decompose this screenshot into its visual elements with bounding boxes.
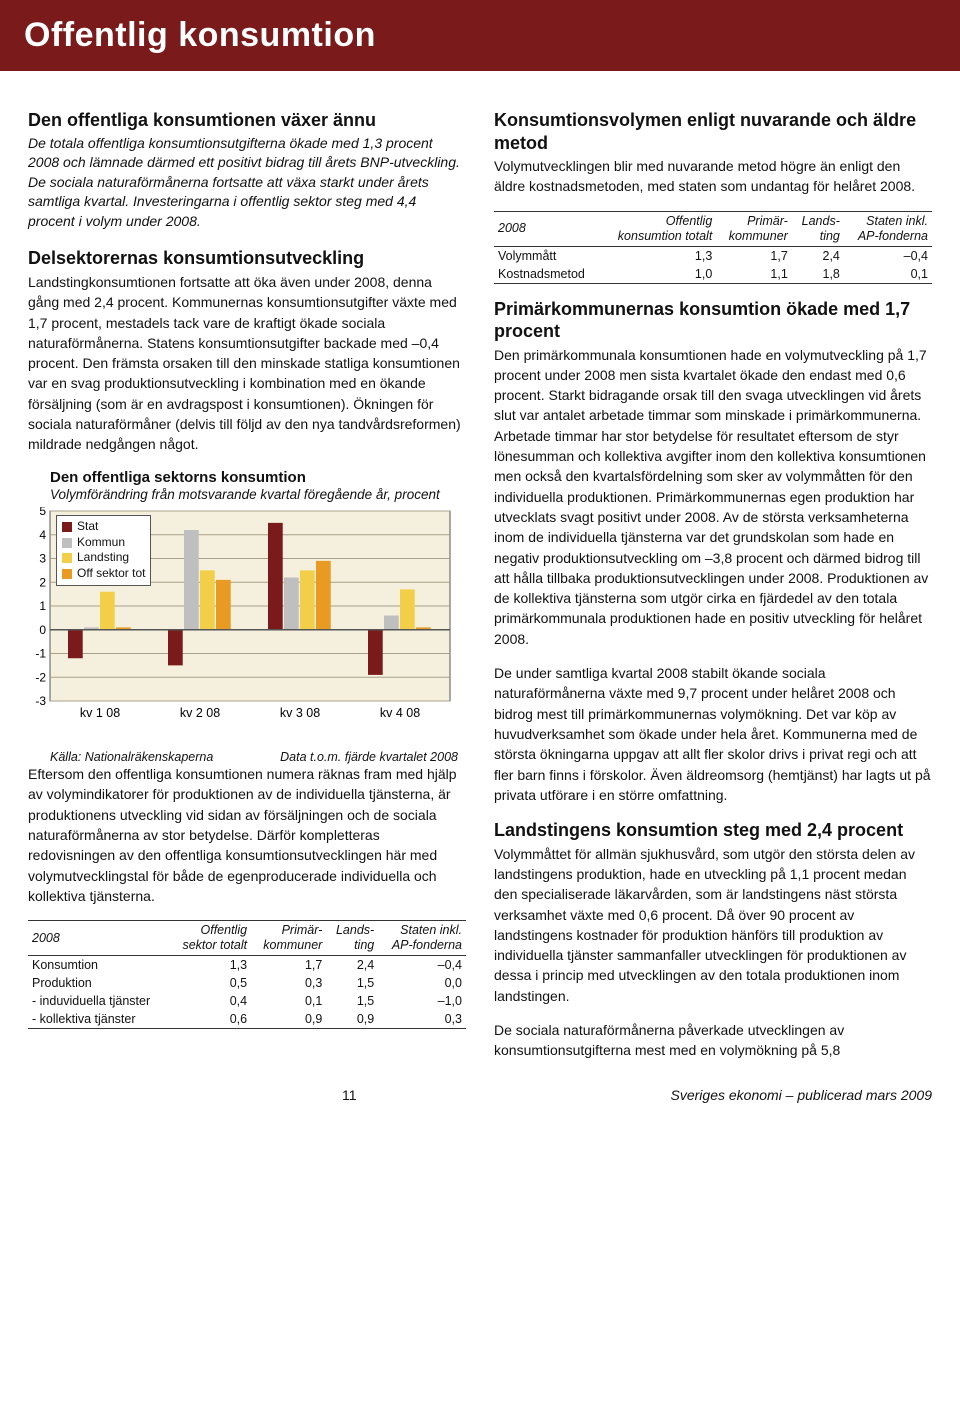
legend-item: Off sektor tot <box>62 566 145 582</box>
heading-intro: Den offentliga konsumtionen växer ännu <box>28 109 466 132</box>
chart-source-left: Källa: Nationalräkenskaperna <box>50 750 213 764</box>
left-column: Den offentliga konsumtionen växer ännu D… <box>28 99 466 1075</box>
paragraph-landsting-1: Volymmåttet för allmän sjukhusvård, som … <box>494 844 932 1006</box>
heading-konsvol: Konsumtionsvolymen enligt nuvarande och … <box>494 109 932 154</box>
legend-label: Landsting <box>77 550 129 566</box>
legend-item: Landsting <box>62 550 145 566</box>
chart-legend: StatKommunLandstingOff sektor tot <box>56 515 151 585</box>
svg-text:4: 4 <box>39 528 46 542</box>
page-columns: Den offentliga konsumtionen växer ännu D… <box>0 71 960 1085</box>
heading-delsektorerna: Delsektorernas konsumtionsutveckling <box>28 247 466 270</box>
svg-text:5: 5 <box>39 507 46 518</box>
chart-footer: Källa: Nationalräkenskaperna Data t.o.m.… <box>28 748 466 764</box>
legend-label: Stat <box>77 519 98 535</box>
svg-text:-1: -1 <box>35 647 46 661</box>
paragraph-primar-2: De under samtliga kvartal 2008 stabilt ö… <box>494 663 932 805</box>
svg-text:1: 1 <box>39 599 46 613</box>
svg-text:3: 3 <box>39 552 46 566</box>
table-method: 2008Offentligkonsumtion totaltPrimär-kom… <box>494 211 932 284</box>
legend-item: Stat <box>62 519 145 535</box>
heading-primar: Primärkommunernas konsumtion ökade med 1… <box>494 298 932 343</box>
svg-text:kv 3 08: kv 3 08 <box>280 706 320 720</box>
legend-swatch <box>62 538 72 548</box>
svg-text:-3: -3 <box>35 694 46 708</box>
chart-title: Den offentliga sektorns konsumtion <box>50 469 466 486</box>
heading-landsting: Landstingens konsumtion steg med 2,4 pro… <box>494 819 932 842</box>
svg-text:kv 1 08: kv 1 08 <box>80 706 120 720</box>
publication-info: Sveriges ekonomi – publicerad mars 2009 <box>671 1087 932 1103</box>
paragraph-delsektorerna: Landstingkonsumtionen fortsatte att öka … <box>28 272 466 455</box>
svg-text:-2: -2 <box>35 670 46 684</box>
legend-swatch <box>62 553 72 563</box>
paragraph-primar-1: Den primärkommunala konsumtionen hade en… <box>494 345 932 649</box>
banner-title: Offentlig konsumtion <box>0 0 960 71</box>
legend-swatch <box>62 522 72 532</box>
page-footer: 11 Sveriges ekonomi – publicerad mars 20… <box>0 1085 960 1115</box>
svg-text:0: 0 <box>39 623 46 637</box>
right-column: Konsumtionsvolymen enligt nuvarande och … <box>494 99 932 1075</box>
intro-paragraph: De totala offentliga konsumtionsutgifter… <box>28 134 466 232</box>
chart-source-right: Data t.o.m. fjärde kvartalet 2008 <box>280 750 458 764</box>
legend-swatch <box>62 569 72 579</box>
page-number: 11 <box>342 1087 357 1103</box>
legend-label: Kommun <box>77 535 125 551</box>
legend-label: Off sektor tot <box>77 566 145 582</box>
paragraph-landsting-2: De sociala naturaförmånerna påverkade ut… <box>494 1020 932 1061</box>
bar-chart: -3 -2 -1 0 1 2 3 4 5 kv 1 08 kv 2 08 kv 3 08 kv 4 08… <box>28 507 466 742</box>
paragraph-after-chart: Eftersom den offentliga konsumtionen num… <box>28 764 466 906</box>
paragraph-konsvol: Volymutvecklingen blir med nuvarande met… <box>494 156 932 197</box>
svg-text:kv 2 08: kv 2 08 <box>180 706 220 720</box>
svg-text:kv 4 08: kv 4 08 <box>380 706 420 720</box>
chart-subtitle: Volymförändring från motsvarande kvartal… <box>50 486 466 504</box>
table-sector: 2008Offentligsektor totaltPrimär-kommune… <box>28 920 466 1029</box>
legend-item: Kommun <box>62 535 145 551</box>
svg-text:2: 2 <box>39 575 46 589</box>
